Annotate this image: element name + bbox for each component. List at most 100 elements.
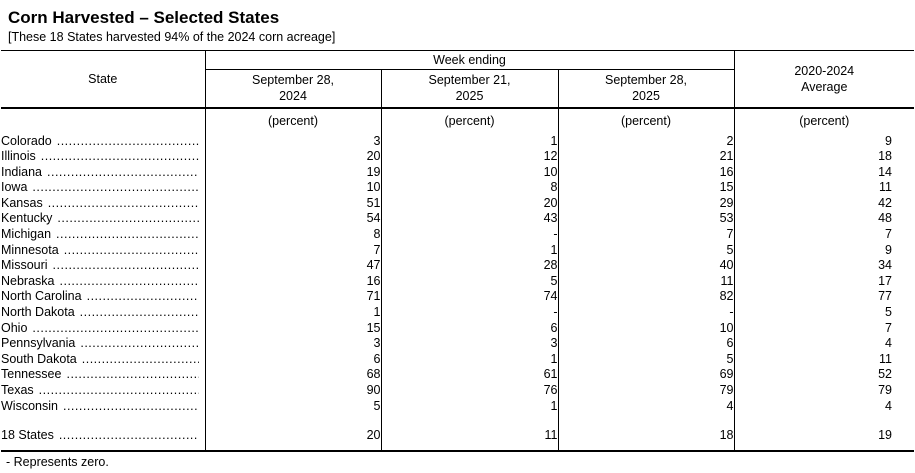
spacer-row [1, 414, 914, 426]
leader-dots [53, 258, 199, 274]
leader-dots [47, 165, 198, 181]
state-cell: Tennessee [1, 367, 206, 383]
data-table: State Week ending 2020-2024 Average Sept… [1, 50, 914, 453]
unit-label: (percent) [799, 114, 850, 128]
table-row: Kansas 51 20 29 42 [1, 195, 914, 212]
value-cell: 43 [381, 211, 559, 228]
value-cell: 10 [381, 164, 559, 181]
leader-dots [82, 352, 199, 368]
column-header-date-3: September 28, 2025 [558, 69, 735, 109]
value-cell: 12 [381, 149, 559, 165]
table-row: Kentucky 54 43 53 48 [1, 211, 914, 228]
table-row: Ohio 15 6 10 7 [1, 320, 914, 337]
value-cell: 14 [878, 164, 892, 179]
table-header: State Week ending 2020-2024 Average Sept… [1, 50, 914, 134]
value-cell: 8 [205, 227, 382, 243]
value-cell: 20 [205, 149, 382, 165]
value-cell: 3 [205, 133, 382, 150]
value-cell: 3 [205, 336, 382, 352]
value-cell: 16 [205, 273, 382, 290]
value-cell: 16 [558, 164, 735, 181]
leader-dots [41, 149, 199, 165]
value-cell: 79 [878, 383, 892, 397]
state-name: Minnesota [1, 242, 59, 257]
total-row-label: 18 States [1, 428, 54, 443]
state-cell: Colorado [1, 133, 206, 150]
value-cell: 5 [205, 398, 382, 415]
table-row: Tennessee 68 61 69 52 [1, 367, 914, 383]
state-cell: Michigan [1, 227, 206, 243]
state-cell: Iowa [1, 180, 206, 196]
value-cell: 61 [381, 367, 559, 383]
page-subtitle: [These 18 States harvested 94% of the 20… [8, 30, 336, 44]
table-row: Michigan 8 - 7 7 [1, 227, 914, 243]
leader-dots [60, 274, 199, 290]
value-cell: 3 [381, 336, 559, 352]
leader-dots [56, 227, 198, 243]
state-cell: North Carolina [1, 289, 206, 306]
value-cell: 42 [878, 195, 892, 210]
leader-dots [63, 399, 199, 415]
state-name: Ohio [1, 320, 28, 335]
value-cell: 1 [205, 305, 382, 321]
state-cell: Texas [1, 383, 206, 399]
leader-dots [57, 134, 199, 150]
total-value-cell: 18 [558, 425, 735, 452]
state-cell: North Dakota [1, 305, 206, 321]
state-cell: Ohio [1, 320, 206, 337]
leader-dots [48, 196, 199, 212]
leader-dots [66, 367, 198, 383]
total-value-cell: 20 [205, 425, 382, 452]
state-cell: Nebraska [1, 273, 206, 290]
value-cell: 4 [885, 336, 892, 351]
value-cell: 15 [205, 320, 382, 337]
value-cell: 5 [381, 273, 559, 290]
value-cell: 79 [558, 383, 735, 399]
value-cell: 76 [381, 383, 559, 399]
value-cell: 5 [558, 351, 735, 368]
value-cell: 54 [205, 211, 382, 228]
value-cell: 82 [558, 289, 735, 306]
value-cell: 11 [558, 273, 735, 290]
leader-dots [80, 305, 199, 321]
table-row: Missouri 47 28 40 34 [1, 258, 914, 274]
value-cell: 2 [558, 133, 735, 150]
total-value-cell: 11 [381, 425, 559, 452]
value-cell: 1 [381, 242, 559, 259]
value-cell: 11 [879, 180, 892, 195]
leader-dots [32, 321, 198, 337]
value-cell: 29 [558, 195, 735, 212]
average-column-header: 2020-2024 Average [734, 50, 914, 109]
value-cell: 7 [558, 227, 735, 243]
table-footer-rows: 18 States 20 11 18 19 [1, 414, 914, 452]
state-name: Kentucky [1, 211, 53, 226]
week-ending-header: Week ending [205, 50, 735, 70]
state-cell: Missouri [1, 258, 206, 274]
leader-dots [59, 427, 199, 443]
state-column-header: State [1, 50, 206, 109]
leader-dots [57, 211, 198, 227]
value-cell: 10 [558, 320, 735, 337]
value-cell: 6 [558, 336, 735, 352]
value-cell: 53 [558, 211, 735, 228]
state-name: Colorado [1, 133, 52, 148]
state-name: South Dakota [1, 351, 77, 366]
state-name: North Dakota [1, 305, 75, 320]
value-cell: 10 [205, 180, 382, 196]
state-name: Tennessee [1, 367, 62, 382]
unit-label: (percent) [205, 107, 382, 134]
table-row: Illinois 20 12 21 18 [1, 149, 914, 165]
value-cell: 7 [885, 320, 892, 335]
state-name: Texas [1, 383, 34, 397]
state-cell: Indiana [1, 164, 206, 181]
value-cell: 19 [205, 164, 382, 181]
value-cell: 28 [381, 258, 559, 274]
value-cell: 11 [879, 351, 892, 366]
value-cell: 51 [205, 195, 382, 212]
leader-dots [32, 180, 198, 196]
table-row: Iowa 10 8 15 11 [1, 180, 914, 196]
state-name: Wisconsin [1, 398, 58, 413]
table-row: Texas 90 76 79 79 [1, 383, 914, 399]
value-cell: 8 [381, 180, 559, 196]
total-row: 18 States 20 11 18 19 [1, 425, 914, 452]
